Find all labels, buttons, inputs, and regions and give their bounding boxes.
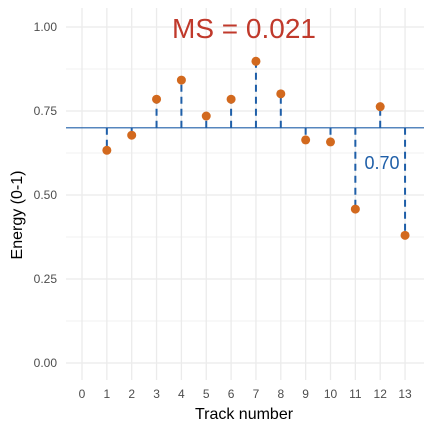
x-tick-label: 2 — [128, 387, 135, 401]
data-point — [301, 135, 311, 145]
data-point — [152, 94, 162, 104]
y-tick-label: 0.50 — [34, 188, 58, 202]
x-tick-label: 10 — [324, 387, 338, 401]
data-points — [102, 56, 410, 240]
ms-annotation: MS = 0.021 — [172, 13, 316, 44]
x-axis-title: Track number — [195, 406, 294, 423]
x-tick-label: 9 — [302, 387, 309, 401]
data-point — [350, 204, 360, 214]
data-point — [127, 130, 137, 140]
y-tick-label: 0.25 — [34, 272, 58, 286]
data-point — [251, 56, 261, 66]
data-point — [201, 111, 211, 121]
x-tick-label: 12 — [374, 387, 388, 401]
x-tick-label: 7 — [253, 387, 260, 401]
data-point — [326, 137, 335, 147]
x-tick-label: 3 — [153, 387, 160, 401]
x-tick-label: 4 — [178, 387, 185, 401]
mean-annotation: 0.70 — [364, 153, 399, 173]
y-axis-ticks: 0.00 0.25 0.50 0.75 1.00 — [34, 20, 58, 370]
data-point — [226, 94, 236, 104]
x-axis-ticks: 0 1 2 3 4 5 6 7 8 9 10 11 12 13 — [79, 387, 412, 401]
data-point — [176, 75, 186, 85]
y-tick-label: 0.00 — [34, 356, 58, 370]
data-point — [102, 145, 112, 155]
x-tick-label: 5 — [203, 387, 210, 401]
grid — [66, 8, 424, 380]
x-tick-label: 0 — [79, 387, 86, 401]
data-point — [375, 102, 385, 112]
x-tick-label: 11 — [349, 387, 362, 401]
data-point — [400, 230, 410, 240]
x-tick-label: 13 — [398, 387, 412, 401]
y-tick-label: 1.00 — [34, 20, 58, 34]
y-axis-title: Energy (0-1) — [9, 171, 26, 260]
x-tick-label: 1 — [104, 387, 111, 401]
y-tick-label: 0.75 — [34, 104, 58, 118]
data-point — [276, 89, 286, 99]
x-tick-label: 8 — [277, 387, 284, 401]
x-tick-label: 6 — [228, 387, 235, 401]
